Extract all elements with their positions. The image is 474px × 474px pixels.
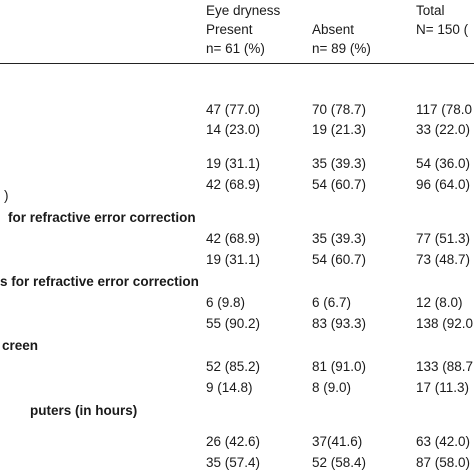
- present-n-header: n= 61 (%): [206, 41, 265, 56]
- present-header: Present: [206, 22, 253, 37]
- present-cell: 42 (68.9): [206, 177, 261, 192]
- total-cell: 54 (36.0): [416, 156, 471, 171]
- absent-cell: 81 (91.0): [312, 359, 367, 374]
- absent-cell: 35 (39.3): [312, 156, 367, 171]
- present-cell: 6 (9.8): [206, 295, 246, 310]
- total-cell: 117 (78.0: [416, 102, 473, 117]
- total-header: Total: [416, 3, 445, 18]
- section-label: creen: [2, 338, 39, 353]
- total-cell: 77 (51.3): [416, 231, 471, 246]
- present-cell: 35 (57.4): [206, 455, 261, 470]
- section-label: ): [4, 188, 9, 203]
- absent-cell: 37(41.6): [312, 434, 363, 449]
- present-cell: 19 (31.1): [206, 156, 261, 171]
- absent-cell: 52 (58.4): [312, 455, 367, 470]
- total-cell: 138 (92.0: [416, 316, 474, 331]
- section-label: for refractive error correction: [8, 210, 196, 225]
- total-cell: 17 (11.3): [416, 380, 470, 395]
- total-n-header: N= 150 (: [416, 22, 469, 37]
- section-label: s for refractive error correction: [0, 274, 199, 289]
- total-cell: 96 (64.0): [416, 177, 471, 192]
- total-cell: 63 (42.0): [416, 434, 471, 449]
- total-cell: 87 (58.0): [416, 455, 471, 470]
- present-cell: 19 (31.1): [206, 252, 261, 267]
- present-cell: 14 (23.0): [206, 122, 261, 137]
- absent-cell: 54 (60.7): [312, 177, 367, 192]
- section-label: puters (in hours): [30, 403, 138, 418]
- header-rule: [0, 63, 474, 64]
- total-cell: 133 (88.7: [416, 359, 474, 374]
- absent-n-header: n= 89 (%): [312, 41, 371, 56]
- absent-cell: 54 (60.7): [312, 252, 367, 267]
- absent-header: Absent: [312, 22, 355, 37]
- total-cell: 73 (48.7): [416, 252, 471, 267]
- present-cell: 9 (14.8): [206, 380, 253, 395]
- total-cell: 33 (22.0): [416, 122, 471, 137]
- absent-cell: 70 (78.7): [312, 102, 367, 117]
- present-cell: 42 (68.9): [206, 231, 261, 246]
- absent-cell: 83 (93.3): [312, 316, 367, 331]
- absent-cell: 8 (9.0): [312, 380, 352, 395]
- total-cell: 12 (8.0): [416, 295, 463, 310]
- present-cell: 26 (42.6): [206, 434, 261, 449]
- present-cell: 55 (90.2): [206, 316, 261, 331]
- eye-dryness-header: Eye dryness: [206, 3, 281, 18]
- present-cell: 47 (77.0): [206, 102, 261, 117]
- present-cell: 52 (85.2): [206, 359, 261, 374]
- absent-cell: 35 (39.3): [312, 231, 367, 246]
- absent-cell: 6 (6.7): [312, 295, 352, 310]
- absent-cell: 19 (21.3): [312, 122, 367, 137]
